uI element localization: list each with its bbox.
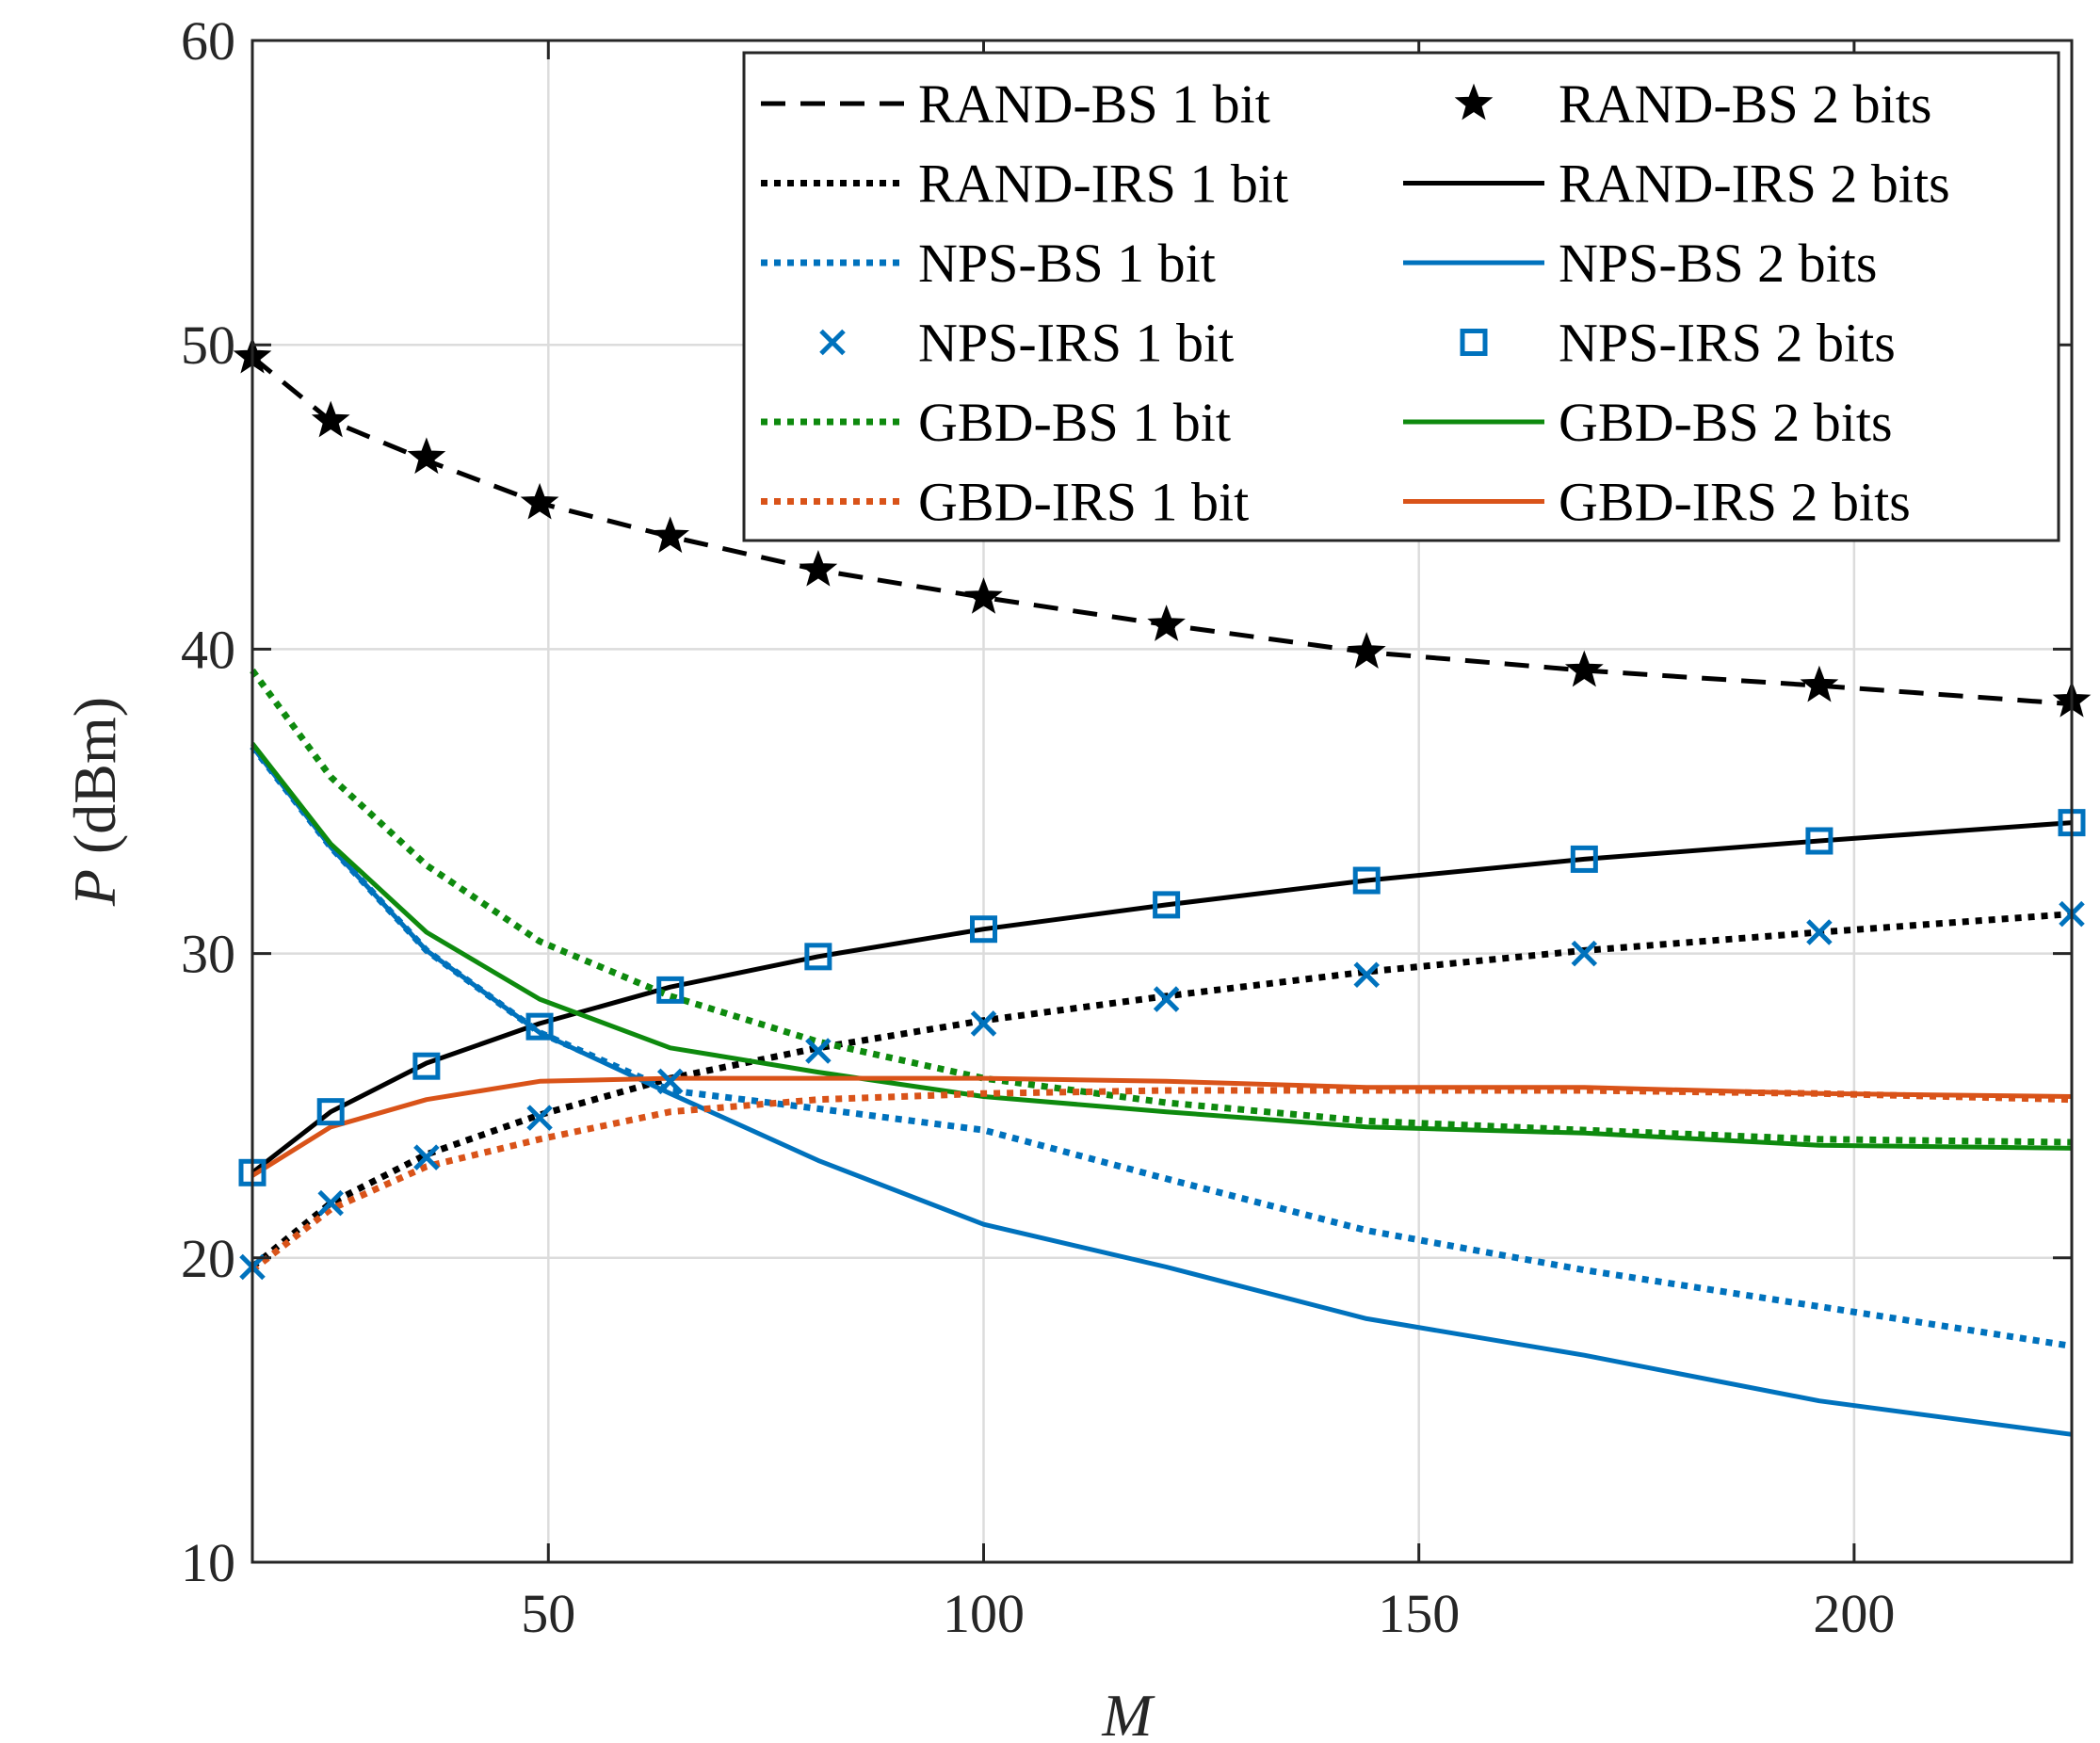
marker-rand-bs-2-bits-169: [1564, 650, 1604, 687]
series-nps-bs-1-bit: [250, 744, 2073, 1349]
series-nps-irs-1-bit: [239, 900, 2085, 1281]
marker-rand-bs-2-bits-144: [1347, 632, 1386, 669]
marker-rand-bs-2-bits-100: [964, 577, 1003, 614]
legend-label-nps-bs-2-bits: NPS-BS 2 bits: [1559, 233, 1877, 294]
y-axis-variable: P: [61, 869, 128, 907]
marker-nps-irs-1-bit-144: [1353, 961, 1380, 988]
legend-item-gbd-bs-2-bits: GBD-BS 2 bits: [1403, 392, 1893, 453]
marker-nps-irs-1-bit-36: [413, 1144, 440, 1170]
legend-item-rand-bs-2-bits: RAND-BS 2 bits: [1454, 73, 1931, 135]
x-axis-label: M: [1101, 1682, 1155, 1743]
x-tick-label-100: 100: [943, 1583, 1025, 1644]
series-gbd-irs-1-bit: [250, 1087, 2073, 1273]
marker-rand-bs-2-bits-36: [407, 437, 446, 475]
legend-item-gbd-irs-2-bits: GBD-IRS 2 bits: [1403, 472, 1911, 533]
marker-nps-irs-2-bits-100: [969, 915, 997, 944]
series-group: [233, 336, 2092, 1437]
marker-nps-irs-1-bit-64: [656, 1068, 684, 1095]
legend-item-rand-irs-1-bit: RAND-IRS 1 bit: [761, 153, 1288, 215]
series-nps-bs-2-bits: [250, 745, 2073, 1437]
series-gbd-bs-2-bits: [250, 742, 2073, 1151]
legend: RAND-BS 1 bit RAND-IRS 1 bit NPS-BS 1 bit N…: [742, 51, 2060, 542]
marker-rand-bs-2-bits-64: [651, 516, 690, 554]
series-rand-irs-1-bit: [250, 911, 2073, 1270]
x-tick-label-200: 200: [1813, 1583, 1895, 1644]
line-rand-bs-1-bit: [250, 355, 2073, 707]
series-rand-irs-2-bits: [250, 820, 2073, 1175]
series-gbd-irs-2-bits: [250, 1075, 2073, 1178]
line-gbd-irs-2-bits: [250, 1075, 2073, 1178]
legend-label-rand-bs-1-bit: RAND-BS 1 bit: [918, 73, 1270, 135]
marker-nps-irs-2-bits-36: [412, 1052, 441, 1080]
marker-rand-bs-2-bits-196: [1800, 665, 1839, 702]
y-tick-label-50: 50: [181, 315, 235, 376]
legend-label-gbd-bs-2-bits: GBD-BS 2 bits: [1559, 392, 1893, 453]
series-rand-bs-1-bit: [250, 355, 2073, 707]
marker-nps-irs-1-bit-196: [1806, 919, 1833, 945]
legend-label-gbd-bs-1-bit: GBD-BS 1 bit: [918, 392, 1231, 453]
legend-label-rand-bs-2-bits: RAND-BS 2 bits: [1559, 73, 1931, 135]
marker-rand-bs-2-bits-121: [1147, 605, 1186, 641]
line-nps-bs-2-bits: [250, 745, 2073, 1437]
legend-item-nps-bs-2-bits: NPS-BS 2 bits: [1403, 233, 1877, 294]
legend-label-gbd-irs-1-bit: GBD-IRS 1 bit: [918, 472, 1249, 533]
legend-label-rand-irs-1-bit: RAND-IRS 1 bit: [918, 153, 1288, 215]
marker-nps-irs-2-bits-49: [525, 1012, 554, 1041]
marker-nps-irs-2-bits-144: [1352, 866, 1381, 895]
legend-label-nps-irs-2-bits: NPS-IRS 2 bits: [1559, 313, 1896, 374]
marker-rand-bs-2-bits-49: [520, 482, 559, 520]
x-tick-label-50: 50: [521, 1583, 575, 1644]
series-nps-irs-2-bits: [238, 809, 2086, 1186]
line-gbd-bs-2-bits: [250, 742, 2073, 1151]
x-tick-label-150: 150: [1378, 1583, 1460, 1644]
y-tick-label-40: 40: [181, 619, 235, 680]
marker-nps-irs-1-bit-49: [526, 1105, 553, 1131]
marker-nps-irs-1-bit-100: [970, 1010, 997, 1037]
marker-nps-irs-2-bits-64: [656, 976, 685, 1004]
y-tick-label-10: 10: [181, 1532, 235, 1593]
marker-nps-irs-2-bits-169: [1570, 845, 1598, 873]
line-nps-bs-1-bit: [250, 744, 2073, 1349]
marker-nps-irs-2-bits-25: [316, 1098, 345, 1126]
legend-item-nps-irs-1-bit: NPS-IRS 1 bit: [819, 313, 1234, 374]
marker-nps-irs-2-bits-81: [804, 943, 832, 971]
legend-marker-nps-irs-2-bits: [1460, 329, 1488, 356]
y-axis-label: P (dBm): [61, 697, 128, 907]
line-rand-irs-1-bit: [250, 911, 2073, 1270]
marker-nps-irs-1-bit-121: [1153, 986, 1180, 1012]
legend-item-rand-irs-2-bits: RAND-IRS 2 bits: [1403, 153, 1950, 215]
legend-box: [742, 51, 2060, 542]
y-tick-label-20: 20: [181, 1228, 235, 1289]
y-tick-label-60: 60: [181, 10, 235, 72]
legend-item-gbd-irs-1-bit: GBD-IRS 1 bit: [761, 472, 1249, 533]
legend-item-rand-bs-1-bit: RAND-BS 1 bit: [761, 73, 1270, 135]
marker-nps-irs-1-bit-81: [805, 1038, 832, 1064]
legend-label-nps-bs-1-bit: NPS-BS 1 bit: [918, 233, 1216, 294]
y-tick-label-30: 30: [181, 924, 235, 985]
line-gbd-bs-1-bit: [250, 668, 2073, 1146]
marker-nps-irs-1-bit-169: [1571, 940, 1598, 967]
marker-nps-irs-2-bits-196: [1805, 827, 1833, 855]
ticks: 50 100 150 200 10 20 30 40 50 60: [181, 10, 2072, 1644]
legend-label-nps-irs-1-bit: NPS-IRS 1 bit: [918, 313, 1234, 374]
marker-rand-bs-2-bits-25: [311, 400, 350, 438]
legend-marker-nps-irs-1-bit: [819, 329, 846, 356]
marker-rand-bs-2-bits-81: [799, 549, 838, 587]
legend-label-gbd-irs-2-bits: GBD-IRS 2 bits: [1559, 472, 1911, 533]
legend-item-nps-irs-2-bits: NPS-IRS 2 bits: [1460, 313, 1896, 374]
legend-label-rand-irs-2-bits: RAND-IRS 2 bits: [1559, 153, 1950, 215]
series-gbd-bs-1-bit: [250, 668, 2073, 1146]
line-gbd-irs-1-bit: [250, 1087, 2073, 1273]
line-rand-irs-2-bits: [250, 820, 2073, 1175]
legend-marker-rand-bs-2-bits: [1454, 83, 1494, 121]
y-axis-unit: (dBm): [61, 697, 128, 869]
plot-frame: [250, 39, 2074, 1564]
legend-item-nps-bs-1-bit: NPS-BS 1 bit: [761, 233, 1216, 294]
marker-nps-irs-1-bit-25: [317, 1189, 344, 1217]
marker-nps-irs-2-bits-121: [1153, 891, 1181, 919]
legend-item-gbd-bs-1-bit: GBD-BS 1 bit: [761, 392, 1231, 453]
